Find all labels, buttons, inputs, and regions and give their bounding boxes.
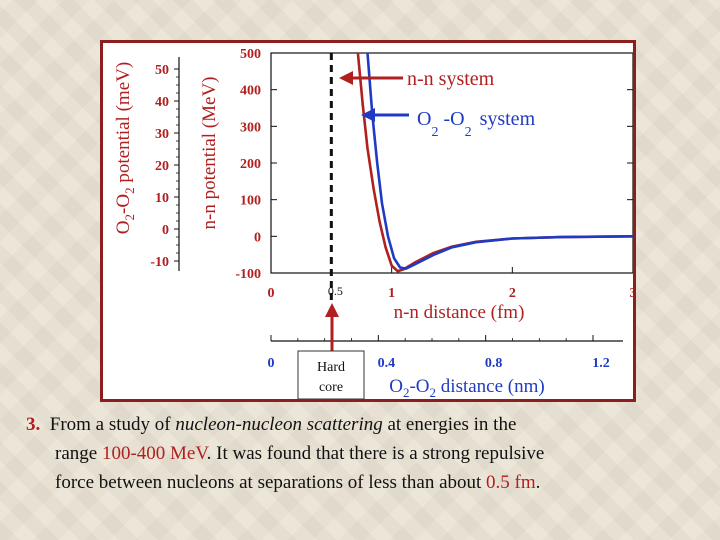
x2-axis-label: O2-O2 distance (nm) [389, 376, 544, 399]
caption-text-7: force between nucleons at separations of… [55, 472, 487, 493]
y-axis: 500 400 300 200 100 0 -100 [235, 47, 633, 282]
y-tick-label: 0 [254, 230, 261, 245]
caption-number: 3. [26, 414, 41, 435]
x2-tick-label: 0 [268, 356, 275, 371]
nn-arrow-head [339, 71, 353, 85]
caption-line-2: range 100-400 MeV. It was found that the… [26, 439, 706, 468]
caption-line-3: force between nucleons at separations of… [26, 468, 706, 497]
y2-axis: 50 40 30 20 10 0 -10 [150, 57, 180, 271]
y2-tick-label: 10 [155, 191, 169, 206]
potential-chart: O2-O2 potential (meV) n-n potential (MeV… [113, 47, 634, 399]
plot-frame [270, 52, 633, 274]
x2-axis: 0 0.4 0.8 1.2 [268, 335, 623, 371]
caption-distance: 0.5 fm [486, 472, 536, 493]
y-tick-label: 400 [240, 84, 261, 99]
y2-tick-label: 20 [155, 159, 169, 174]
plot-border [270, 52, 633, 274]
x2-tick-label: 0.4 [378, 356, 396, 371]
nn-system-label: n-n system [407, 68, 495, 90]
y-tick-label: 200 [240, 157, 261, 172]
x-axis-label: n-n distance (fm) [394, 302, 525, 323]
caption-text-1: From a study of [49, 414, 176, 435]
hard-core-arrow-head [325, 303, 339, 317]
half-label: 0.5 [328, 284, 343, 298]
x-tick-label: 0 [268, 286, 275, 301]
y-tick-label: -100 [235, 267, 261, 282]
x-tick-label: 1 [388, 286, 395, 301]
x2-tick-label: 1.2 [592, 356, 610, 371]
caption-energy: 100-400 MeV [101, 443, 207, 464]
x-axis: 0 1 2 3 [268, 267, 634, 301]
hard-core-box [297, 350, 365, 399]
x-tick-label: 2 [509, 286, 516, 301]
o2-arrow-head [361, 108, 375, 122]
caption-text-6: . It was found that there is a strong re… [206, 443, 545, 464]
o2-system-label: O2 -O2system [417, 108, 536, 140]
y-axis-label: n-n potential (MeV) [199, 76, 220, 229]
caption-text-4: range [55, 443, 102, 464]
y-tick-label: 500 [240, 47, 261, 62]
y2-tick-label: -10 [150, 255, 169, 270]
x2-tick-label: 0.8 [485, 356, 503, 371]
x-tick-label: 3 [630, 286, 634, 301]
y2-tick-label: 50 [155, 63, 169, 78]
y-tick-label: 100 [240, 194, 261, 209]
y2-tick-label: 0 [162, 223, 169, 238]
hard-core-label-2: core [319, 380, 343, 395]
caption-text-9: . [535, 472, 541, 493]
y2-axis-label: O2-O2 potential (meV) [113, 62, 137, 234]
series-line-nn [356, 53, 633, 273]
hard-core-label-1: Hard [317, 360, 345, 375]
figure-panel: O2-O2 potential (meV) n-n potential (MeV… [100, 40, 636, 402]
caption: 3. From a study of nucleon-nucleon scatt… [26, 410, 706, 497]
caption-text-3: at energies in the [382, 414, 517, 435]
caption-emphasis: nucleon-nucleon scattering [175, 414, 383, 435]
y2-tick-label: 30 [155, 127, 169, 142]
series-layer [356, 53, 633, 273]
y-tick-label: 300 [240, 120, 261, 135]
series-line-o2 [366, 53, 633, 270]
y2-tick-label: 40 [155, 95, 169, 110]
